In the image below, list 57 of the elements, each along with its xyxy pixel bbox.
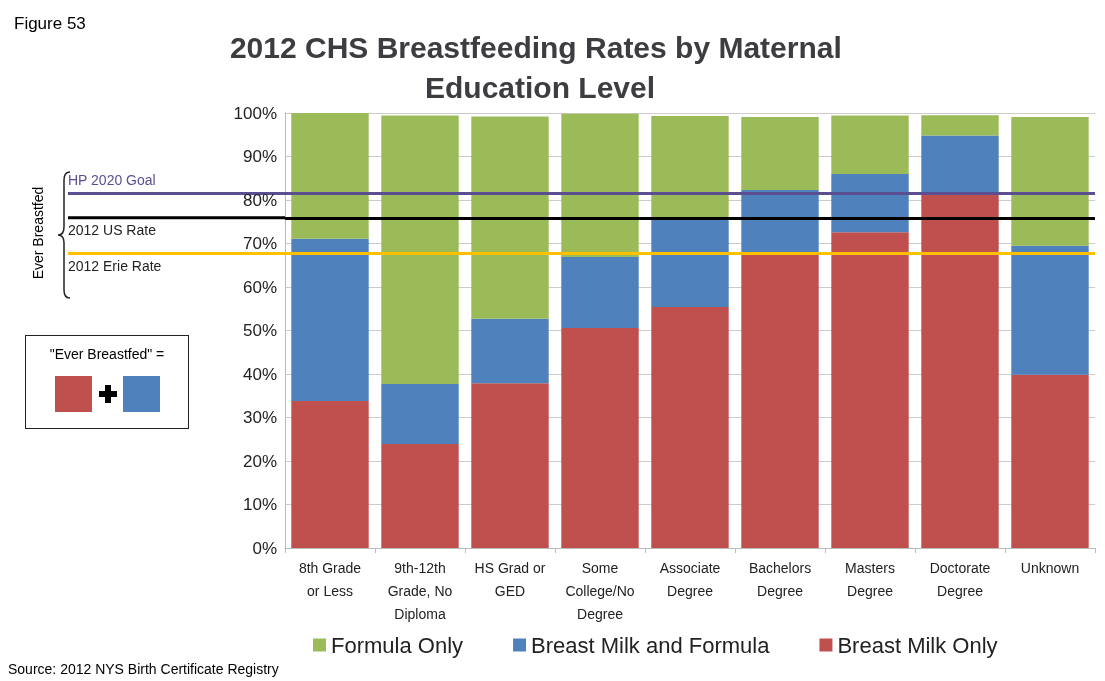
ref-line-label: HP 2020 Goal (68, 172, 156, 189)
source-note: Source: 2012 NYS Birth Certificate Registry (8, 661, 279, 677)
bar (741, 254, 819, 548)
y-tick-label: 90% (242, 147, 277, 166)
y-tick-label: 70% (242, 234, 277, 253)
y-tick-label: 0% (252, 538, 277, 558)
ref-line-label: 2012 US Rate (68, 221, 157, 238)
x-tick-label: Bachelors Degree (748, 559, 812, 599)
x-tick-label: 8th Grade or Less (298, 559, 362, 599)
bar (471, 116, 549, 319)
bar (1011, 116, 1089, 246)
x-tick-label: Some College/No Degree (565, 559, 635, 622)
bar (831, 232, 909, 548)
bar (291, 400, 369, 548)
caption: Figure 53 (14, 14, 86, 34)
y-tick-label: 40% (242, 364, 277, 384)
bar (471, 318, 549, 384)
bar (651, 307, 729, 548)
legend-label: Breast Milk Only (837, 632, 998, 658)
legend-label: Formula Only (331, 632, 464, 658)
x-tick-label: Associate Degree (659, 559, 721, 599)
ref-line-label: 2012 Erie Rate (68, 257, 162, 274)
bar (651, 219, 729, 308)
y-tick-label: 30% (242, 408, 277, 427)
x-tick-label: Doctorate Degree (929, 559, 991, 599)
bar (471, 383, 549, 548)
y-tick-label: 10% (242, 495, 277, 514)
bar (291, 238, 369, 401)
bar (1011, 245, 1089, 375)
bar (921, 194, 999, 548)
legend-label: Breast Milk and Formula (531, 632, 771, 658)
bar (651, 116, 729, 220)
x-tick-label: Masters Degree (845, 559, 895, 599)
bar (921, 135, 999, 195)
y-tick-label: 100% (233, 103, 277, 123)
bar (741, 116, 819, 190)
bar (381, 384, 459, 445)
bar (291, 113, 369, 239)
bar (561, 113, 639, 257)
text: Ever Breastfed (30, 185, 46, 282)
x-tick-label: HS Grad or GED (474, 559, 546, 599)
x-tick-label: 9th-12th Grade, No Diploma (387, 559, 453, 622)
bar (1011, 374, 1089, 548)
bar (831, 115, 909, 174)
bar (381, 444, 459, 548)
y-tick-label: 80% (242, 190, 277, 210)
chart-title: 2012 CHS Breastfeeding Rates by Maternal Education Level (229, 30, 851, 104)
x-tick-label: Unknown (1020, 559, 1080, 576)
bar (921, 115, 999, 136)
bar (561, 256, 639, 328)
y-tick-label: 20% (242, 451, 277, 471)
bar (561, 327, 639, 548)
y-tick-label: 60% (242, 277, 277, 297)
text: "Ever Breastfed" = (48, 346, 166, 362)
bar (381, 115, 459, 385)
y-tick-label: 50% (242, 321, 277, 340)
bar (831, 173, 909, 233)
